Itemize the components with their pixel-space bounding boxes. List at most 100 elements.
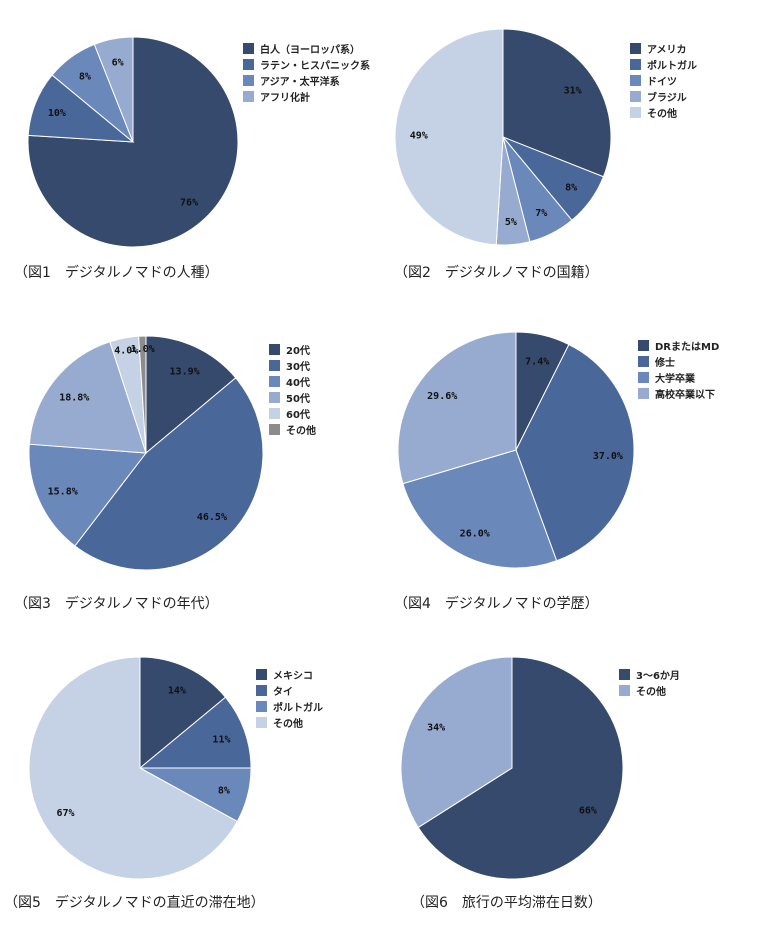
- pie-chart-3: 13.9% 46.5% 15.8% 18.8% 4.0%1.0%: [28, 335, 264, 571]
- pie-slice-5-4: [28, 656, 238, 880]
- slice-label-6-1: 66%: [579, 806, 597, 817]
- pie-chart-6: 66% 34%: [400, 656, 624, 880]
- legend-label: アフリ化計: [260, 92, 310, 104]
- slice-label-3-2: 46.5%: [197, 512, 227, 523]
- legend-label: ブラジル: [647, 92, 687, 104]
- pie-slice-5-1: [139, 656, 227, 770]
- chart-panel-2: 31% 8% 7% 5% 49% アメリカ ポルトガル ドイツ ブラジル その他 （図2 デジタ…: [381, 0, 762, 300]
- slice-label-5-1: 14%: [168, 686, 186, 697]
- legend-item-6-1: 3～6か月: [619, 666, 680, 682]
- legend-item-4-4: 高校卒業以下: [638, 385, 719, 401]
- slice-label-3-1: 13.9%: [170, 366, 200, 377]
- legend-swatch: [619, 668, 630, 680]
- slice-label-1-4: 6%: [112, 58, 124, 69]
- legend-1: 白人（ヨーロッパ系） ラテン・ヒスパニック系 アジア・太平洋系 アフリ化計: [243, 40, 370, 104]
- legend-swatch: [243, 58, 254, 70]
- legend-label: その他: [636, 686, 666, 698]
- pie-slice-6-1: [417, 656, 624, 880]
- legend-swatch: [638, 339, 649, 351]
- pie-slice-6-2: [400, 656, 513, 829]
- legend-item-1-4: アフリ化計: [243, 88, 370, 104]
- legend-label: ラテン・ヒスパニック系: [260, 60, 370, 72]
- slice-label-5-4: 67%: [56, 808, 74, 819]
- slice-label-2-5: 49%: [410, 130, 428, 141]
- slice-label-3-4: 18.8%: [59, 393, 89, 404]
- legend-item-4-2: 修士: [638, 353, 719, 369]
- legend-label: DRまたはMD: [655, 341, 720, 353]
- legend-item-6-2: その他: [619, 682, 680, 698]
- legend-swatch: [269, 359, 280, 371]
- chart-panel-6: 66% 34% 3～6か月その他 （図6 旅行の平均滞在日数）: [381, 630, 762, 930]
- legend-item-4-3: 大学卒業: [638, 369, 719, 385]
- pie-slice-5-2: [138, 696, 252, 769]
- chart-title-6: （図6 旅行の平均滞在日数）: [411, 895, 602, 911]
- pie-slice-2-5: [394, 28, 504, 246]
- legend-label: 30代: [286, 361, 310, 373]
- chart-title-4: （図4 デジタルノマドの学歴）: [394, 596, 599, 612]
- legend-swatch: [630, 90, 641, 102]
- chart-title-1: （図1 デジタルノマドの人種）: [14, 265, 219, 281]
- legend-item-3-2: 30代: [269, 357, 316, 373]
- slice-label-4-1: 7.4%: [525, 356, 549, 367]
- legend-item-3-6: その他: [269, 421, 316, 437]
- legend-item-4-1: DRまたはMD: [638, 337, 719, 353]
- legend-label: 40代: [286, 377, 310, 389]
- slice-label-2-3: 7%: [535, 208, 547, 219]
- legend-label: 大学卒業: [655, 373, 695, 385]
- slice-label-5-2: 11%: [212, 735, 230, 746]
- pie-slice-1-1: [27, 36, 239, 248]
- slice-label-1-2: 10%: [48, 108, 66, 119]
- legend-2: アメリカ ポルトガル ドイツ ブラジル その他: [630, 40, 697, 120]
- pie-slice-3-1: [145, 335, 237, 455]
- pie-chart-1: 76% 10% 8% 6%: [27, 36, 239, 248]
- slice-label-3-3: 15.8%: [48, 486, 78, 497]
- legend-6: 3～6か月その他: [619, 666, 680, 698]
- legend-label: 高校卒業以下: [655, 389, 715, 401]
- legend-3: 20代 30代 40代 50代 60代 その他: [269, 341, 316, 437]
- legend-item-2-1: アメリカ: [630, 40, 697, 56]
- legend-item-2-4: ブラジル: [630, 88, 697, 104]
- legend-swatch: [619, 684, 630, 696]
- chart-panel-5: 14% 11% 8% 67% メキシコタイ ポルトガルその他 （図5 デジタルノマドの直…: [0, 630, 381, 930]
- legend-label: 20代: [286, 345, 310, 357]
- legend-item-5-4: その他: [256, 714, 323, 730]
- legend-label: アジア・太平洋系: [260, 76, 340, 88]
- pie-slice-3-6: [138, 335, 147, 454]
- legend-swatch: [630, 58, 641, 70]
- legend-label: アメリカ: [647, 44, 687, 56]
- legend-swatch: [243, 90, 254, 102]
- pie-slice-3-2: [74, 377, 264, 571]
- legend-5: メキシコタイ ポルトガルその他: [256, 666, 323, 730]
- pie-chart-2: 31% 8% 7% 5% 49%: [394, 28, 612, 246]
- legend-swatch: [630, 74, 641, 86]
- legend-label: その他: [273, 718, 303, 730]
- legend-item-3-3: 40代: [269, 373, 316, 389]
- legend-label: ポルトガル: [647, 60, 697, 72]
- legend-label: 60代: [286, 409, 310, 421]
- legend-swatch: [256, 700, 267, 712]
- legend-swatch: [269, 423, 280, 435]
- pie-slice-3-3: [28, 443, 147, 547]
- legend-item-3-5: 60代: [269, 405, 316, 421]
- pie-slice-4-3: [402, 449, 558, 569]
- legend-item-3-1: 20代: [269, 341, 316, 357]
- slice-label-4-4: 29.6%: [427, 391, 457, 402]
- legend-swatch: [269, 407, 280, 419]
- chart-title-3: （図3 デジタルノマドの年代）: [14, 596, 219, 612]
- legend-item-5-3: ポルトガル: [256, 698, 323, 714]
- legend-label: 白人（ヨーロッパ系）: [260, 44, 360, 56]
- slice-label-6-2: 34%: [427, 722, 445, 733]
- chart-panel-1: 76% 10% 8% 6% 白人（ヨーロッパ系） ラテン・ヒスパニック系 アジア・太平洋系…: [0, 0, 381, 300]
- legend-swatch: [256, 668, 267, 680]
- legend-item-1-3: アジア・太平洋系: [243, 72, 370, 88]
- chart-panel-4: 7.4% 37.0% 26.0% 29.6% DRまたはMD 修士 大学卒業 高校卒業以下 …: [381, 310, 762, 620]
- legend-4: DRまたはMD 修士大学卒業高校卒業以下: [638, 337, 719, 401]
- slice-label-3-6: 1.0%: [131, 344, 155, 355]
- slice-label-5-3: 8%: [218, 786, 230, 797]
- legend-item-2-3: ドイツ: [630, 72, 697, 88]
- chart-title-5: （図5 デジタルノマドの直近の滞在地）: [4, 895, 265, 911]
- legend-label: タイ: [273, 686, 293, 698]
- legend-swatch: [638, 371, 649, 383]
- legend-swatch: [269, 391, 280, 403]
- legend-item-5-1: メキシコ: [256, 666, 323, 682]
